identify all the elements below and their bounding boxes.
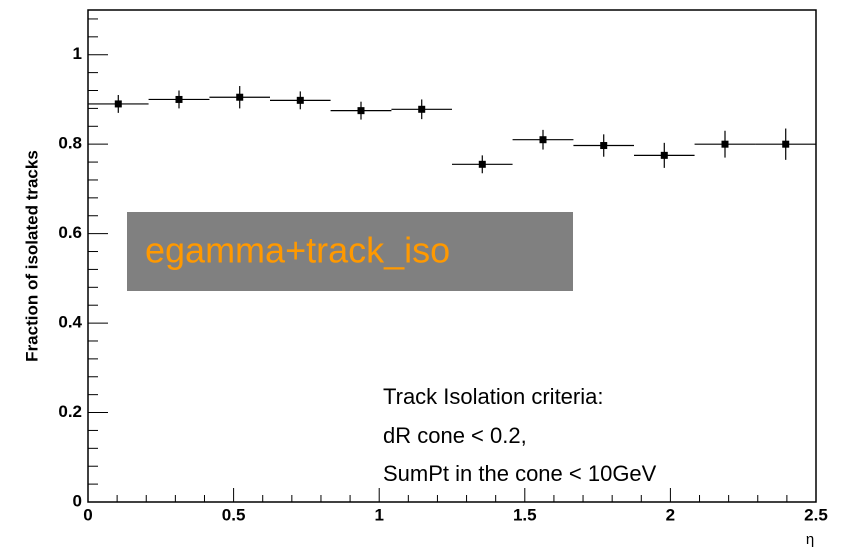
data-point [660, 151, 668, 159]
y-axis-title: Fraction of isolated tracks [22, 150, 41, 362]
x-tick-label: 0 [83, 505, 92, 524]
data-point [539, 136, 547, 144]
x-tick-label: 1 [374, 505, 383, 524]
data-point [478, 160, 486, 168]
data-point [418, 105, 426, 113]
label-box [127, 212, 573, 291]
data-point [782, 140, 790, 148]
data-point [114, 100, 122, 108]
data-point [357, 107, 365, 115]
data-point [175, 95, 183, 103]
note: dR cone < 0.2, [383, 423, 527, 448]
box-label: egamma+track_iso [145, 230, 450, 271]
data-point [600, 142, 608, 150]
x-tick-label: 1.5 [513, 505, 537, 524]
note: Track Isolation criteria: [383, 384, 603, 409]
y-tick-label: 0.8 [58, 134, 82, 153]
x-tick-label: 0.5 [222, 505, 246, 524]
y-tick-label: 0.4 [58, 313, 82, 332]
y-tick-label: 1 [73, 44, 82, 63]
y-tick-label: 0.2 [58, 402, 82, 421]
y-tick-label: 0 [73, 491, 82, 510]
x-tick-label: 2.5 [804, 505, 828, 524]
data-point [236, 93, 244, 101]
plot-frame [87, 9, 817, 503]
x-axis-title: η [806, 531, 814, 548]
y-tick-label: 0.6 [58, 223, 82, 242]
data-point [721, 140, 729, 148]
x-tick-label: 2 [666, 505, 675, 524]
data-point [296, 96, 304, 104]
note: SumPt in the cone < 10GeV [383, 461, 657, 486]
